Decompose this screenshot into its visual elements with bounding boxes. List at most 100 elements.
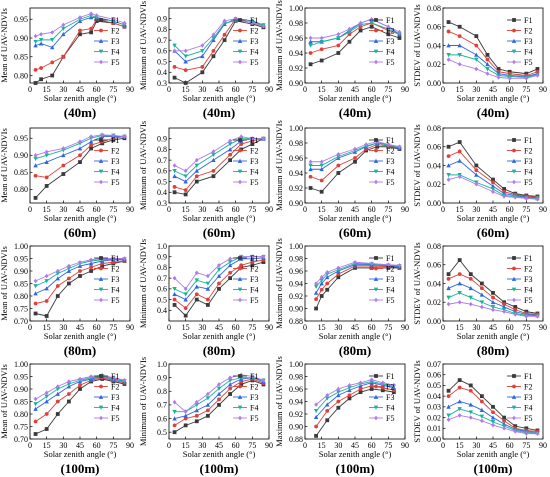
legend-marker xyxy=(373,394,379,399)
x-tick-label: 0 xyxy=(28,85,32,94)
data-point xyxy=(39,31,44,37)
series-line xyxy=(448,31,538,76)
legend-label: F4 xyxy=(111,286,119,295)
legend-label: F4 xyxy=(250,168,258,177)
data-point xyxy=(228,392,233,396)
y-tick-label: 0.98 xyxy=(289,139,303,148)
data-point xyxy=(261,260,266,264)
x-tick-label: 60 xyxy=(93,323,101,332)
x-tick-label: 45 xyxy=(215,85,223,94)
legend-marker xyxy=(238,148,242,153)
legend-marker xyxy=(237,38,243,43)
legend-marker xyxy=(511,158,517,163)
y-tick-label: 0.98 xyxy=(289,372,303,381)
legend-marker xyxy=(374,28,378,33)
data-point xyxy=(358,390,363,395)
series-f1 xyxy=(308,24,402,67)
data-point xyxy=(336,265,341,271)
data-point xyxy=(325,281,330,286)
subplot-2-2: 0.3 0.4 0.50.6 0.7 0.80.9 0 15 30 45 60 75 90 Solar … xyxy=(138,121,273,240)
legend-marker xyxy=(511,394,517,399)
legend-marker xyxy=(373,38,379,43)
y-tick-label: 0.9 xyxy=(157,135,167,144)
data-point xyxy=(228,276,233,281)
y-tick-label: 1.00 xyxy=(289,124,303,133)
data-point xyxy=(211,48,216,53)
data-point xyxy=(194,168,199,173)
legend-marker xyxy=(374,138,378,142)
data-point xyxy=(501,304,507,309)
x-tick-label: 60 xyxy=(93,441,101,450)
y-tick-label: 0.00 xyxy=(427,317,441,326)
data-point xyxy=(172,286,177,292)
subplot-4-3: 0.88 0.90 0.92 0.94 0.96 0.98 1.00 0 15 30 45 60 75 9… xyxy=(274,356,409,476)
legend-marker xyxy=(512,28,516,33)
data-point xyxy=(358,387,363,391)
x-tick-label: 30 xyxy=(198,205,206,214)
data-point xyxy=(44,394,49,399)
legend-label: F1 xyxy=(386,372,394,381)
data-point xyxy=(336,399,341,404)
x-tick-label: 0 xyxy=(303,85,307,94)
data-point xyxy=(217,281,221,286)
legend-marker xyxy=(99,266,103,271)
data-point xyxy=(308,159,313,165)
x-tick-label: 90 xyxy=(401,323,409,332)
data-point xyxy=(446,52,451,58)
data-point xyxy=(336,151,341,157)
subplot-1-1: 0.80 0.85 0.90 0.95 0 15 30 45 60 75 90 Solar zenit… xyxy=(0,7,134,120)
y-tick-label: 0.02 xyxy=(427,180,441,189)
data-point xyxy=(491,295,495,300)
data-point xyxy=(183,59,188,64)
x-tick-label: 90 xyxy=(539,85,547,94)
data-point xyxy=(524,196,529,201)
x-tick-label: 0 xyxy=(167,323,171,332)
data-point xyxy=(217,403,221,407)
y-tick-label: 0.04 xyxy=(427,279,441,288)
x-tick-label: 60 xyxy=(506,441,514,450)
data-point xyxy=(308,43,313,48)
x-tick-label: 30 xyxy=(334,85,342,94)
legend-marker xyxy=(238,266,242,271)
y-tick-label: 1.0 xyxy=(157,242,167,251)
data-point xyxy=(44,273,49,279)
data-point xyxy=(507,76,512,81)
data-point xyxy=(122,134,127,139)
x-tick-label: 45 xyxy=(76,441,84,450)
legend-marker xyxy=(511,405,517,410)
data-point xyxy=(78,383,82,388)
data-point xyxy=(89,146,94,151)
data-point xyxy=(336,171,341,175)
data-point xyxy=(33,396,38,402)
data-point xyxy=(468,285,473,291)
panel-title: (40m) xyxy=(477,105,510,120)
y-tick-label: 0.9 xyxy=(157,253,167,262)
data-point xyxy=(61,54,66,59)
legend-marker xyxy=(512,148,516,153)
legend-marker xyxy=(98,169,104,174)
legend-marker xyxy=(238,384,242,389)
data-point xyxy=(111,133,116,138)
x-tick-label: 45 xyxy=(215,323,223,332)
data-point xyxy=(78,160,82,164)
y-tick-label: 0.4 xyxy=(157,188,167,197)
data-point xyxy=(33,173,38,178)
x-tick-label: 90 xyxy=(265,441,273,450)
series-line xyxy=(315,381,394,412)
x-tick-label: 0 xyxy=(303,441,307,450)
data-point xyxy=(457,290,462,296)
data-point xyxy=(313,414,319,420)
series-f5 xyxy=(446,299,540,319)
legend-label: F4 xyxy=(524,48,532,57)
legend-label: F4 xyxy=(250,286,258,295)
data-point xyxy=(496,67,501,71)
legend-marker xyxy=(512,179,516,185)
data-point xyxy=(490,187,496,192)
data-point xyxy=(44,412,49,416)
data-point xyxy=(172,168,177,174)
